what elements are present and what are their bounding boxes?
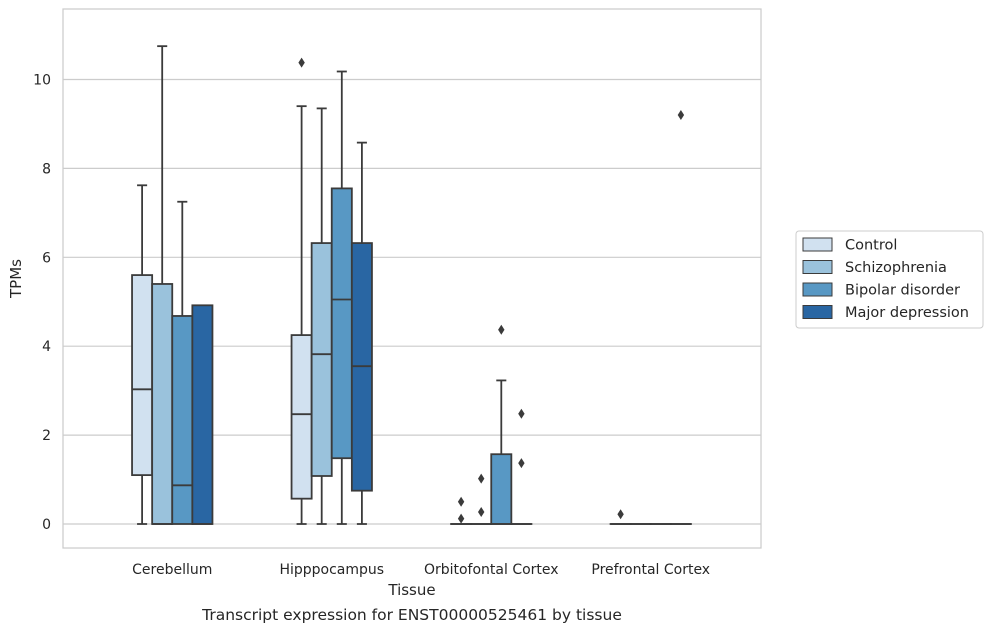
legend: Control Schizophrenia Bipolar disorder Majo… [795, 230, 984, 329]
x-axis-label: Tissue [387, 581, 435, 599]
legend-swatch [802, 260, 833, 274]
box-group [470, 473, 493, 525]
box [151, 283, 174, 525]
box-group [669, 110, 692, 525]
outlier-point [617, 509, 624, 520]
boxes-layer [131, 45, 692, 525]
box [171, 315, 194, 525]
x-tick-label: Prefrontal Cortex [591, 562, 710, 578]
box-group [290, 57, 313, 525]
box-group [510, 408, 533, 525]
box-group [490, 324, 513, 525]
plot-frame [62, 8, 762, 549]
outlier-point [498, 324, 505, 335]
outlier-point [457, 513, 465, 524]
y-tick-label: 10 [33, 73, 51, 89]
outlier-point [298, 57, 305, 68]
x-tick-label: Cerebellum [132, 562, 212, 578]
box [290, 334, 313, 500]
legend-label: Schizophrenia [845, 260, 947, 276]
y-tick-label: 2 [42, 428, 51, 444]
y-axis-label: TPMs [7, 259, 25, 299]
box-group [609, 509, 632, 525]
legend-frame [795, 230, 984, 329]
box [490, 453, 513, 525]
y-tick-label: 6 [42, 250, 51, 266]
box-group [450, 496, 473, 525]
y-tick-labels: 0 2 4 6 8 10 [33, 73, 51, 534]
outlier-point [478, 473, 485, 484]
outlier-point [677, 110, 685, 121]
y-tick-label: 4 [42, 339, 51, 355]
box [131, 274, 154, 477]
box-group [350, 141, 373, 525]
legend-label: Control [845, 238, 897, 254]
outlier-point [518, 458, 525, 469]
box-group [171, 200, 194, 525]
y-tick-label: 0 [42, 517, 51, 533]
box-group [131, 184, 154, 525]
box-group [191, 304, 214, 525]
box [191, 304, 214, 525]
legend-swatch [802, 305, 833, 319]
legend-swatch [802, 237, 833, 252]
legend-label: Bipolar disorder [845, 283, 960, 299]
y-tick-label: 8 [42, 161, 51, 177]
box [310, 242, 333, 477]
x-tick-label: Orbitofontal Cortex [424, 562, 559, 578]
outlier-point [518, 408, 525, 419]
x-tick-label: Hipppocampus [279, 562, 384, 578]
x-tick-labels: Cerebellum Hipppocampus Orbitofontal Corte… [132, 562, 710, 578]
outlier-point [457, 496, 465, 507]
box [330, 187, 353, 460]
box-group [330, 70, 353, 525]
box-group [151, 45, 174, 525]
legend-swatch [802, 282, 833, 297]
legend-label: Major depression [845, 305, 969, 321]
outlier-point [478, 506, 485, 517]
box-group [310, 107, 333, 525]
chart-caption: Transcript expression for ENST0000052546… [202, 606, 622, 624]
